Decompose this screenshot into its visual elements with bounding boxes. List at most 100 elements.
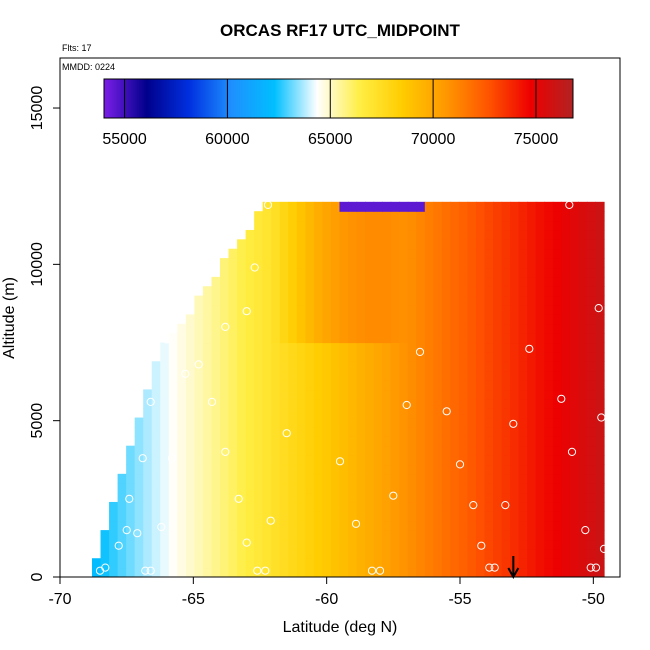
- heatmap-cell: [501, 511, 511, 522]
- heatmap-cell: [202, 408, 213, 419]
- heatmap-cell: [450, 464, 460, 475]
- heatmap-cell: [399, 548, 409, 559]
- heatmap-cell: [484, 314, 494, 325]
- heatmap-cell: [544, 370, 554, 381]
- heatmap-cell: [134, 492, 144, 503]
- heatmap-cell: [211, 473, 221, 484]
- heatmap-cell: [228, 511, 238, 522]
- heatmap-cell: [288, 211, 298, 222]
- heatmap-cell: [518, 229, 528, 240]
- heatmap-cell: [382, 492, 392, 503]
- heatmap-cell: [586, 501, 597, 512]
- heatmap-cell: [348, 473, 358, 484]
- heatmap-cell: [288, 276, 298, 287]
- heatmap-cell: [177, 520, 187, 531]
- heatmap-cell: [211, 276, 221, 287]
- heatmap-cell: [441, 220, 451, 231]
- sample-point: [597, 413, 606, 422]
- heatmap-cell: [433, 511, 443, 522]
- heatmap-cell: [535, 248, 545, 259]
- heatmap-cell: [254, 220, 264, 231]
- heatmap-cell: [296, 201, 306, 212]
- heatmap-cell: [262, 276, 272, 287]
- heatmap-cell: [339, 267, 349, 278]
- heatmap-cell: [296, 511, 306, 522]
- heatmap-cell: [382, 483, 392, 494]
- heatmap-cell: [313, 370, 323, 381]
- heatmap-cell: [535, 229, 545, 240]
- heatmap-cell: [262, 258, 272, 269]
- heatmap-cell: [228, 342, 238, 353]
- heatmap-cell: [433, 530, 443, 541]
- heatmap-cell: [177, 464, 187, 475]
- heatmap-cell: [501, 426, 511, 437]
- heatmap-cell: [476, 267, 486, 278]
- heatmap-cell: [416, 314, 426, 325]
- heatmap-cell: [569, 455, 579, 466]
- heatmap-cell: [407, 211, 417, 222]
- sample-point: [157, 522, 166, 532]
- heatmap-cell: [373, 511, 383, 522]
- heatmap-cell: [441, 530, 451, 541]
- heatmap-cell: [365, 426, 375, 437]
- heatmap-cell: [467, 295, 477, 306]
- heatmap-cell: [535, 314, 545, 325]
- sample-point: [389, 491, 398, 500]
- heatmap-cell: [313, 501, 323, 512]
- heatmap-cell: [245, 483, 255, 494]
- sample-point: [442, 407, 451, 416]
- heatmap-cell: [450, 201, 460, 212]
- heatmap-cell: [339, 389, 349, 400]
- heatmap-cell: [493, 201, 503, 212]
- heatmap-cell: [228, 276, 238, 287]
- heatmap-cell: [484, 417, 494, 428]
- heatmap-cell: [151, 398, 161, 409]
- heatmap-cell: [484, 492, 494, 503]
- heatmap-cell: [382, 520, 392, 531]
- heatmap-cell: [518, 370, 528, 381]
- heatmap-cell: [390, 408, 400, 419]
- heatmap-cell: [211, 436, 221, 447]
- heatmap-cell: [569, 520, 579, 531]
- heatmap-cell: [544, 417, 554, 428]
- heatmap-cell: [399, 267, 409, 278]
- heatmap-cell: [416, 398, 426, 409]
- heatmap-cell: [382, 530, 392, 541]
- heatmap-cell: [373, 445, 383, 456]
- heatmap-cell: [339, 361, 349, 372]
- heatmap-cell: [569, 417, 579, 428]
- heatmap-cell: [544, 220, 554, 231]
- heatmap-cell: [271, 501, 281, 512]
- heatmap-cell: [586, 436, 597, 447]
- heatmap-cell: [467, 408, 477, 419]
- heatmap-cell: [365, 361, 375, 372]
- heatmap-cell: [382, 380, 392, 391]
- heatmap-cell: [561, 276, 571, 287]
- heatmap-cell: [254, 314, 264, 325]
- heatmap-cell: [220, 408, 230, 419]
- heatmap-cell: [194, 473, 204, 484]
- heatmap-cell: [160, 548, 170, 559]
- heatmap-cell: [254, 286, 264, 297]
- heatmap-cell: [569, 370, 579, 381]
- heatmap-cell: [356, 304, 366, 315]
- x-axis-label: Latitude (deg N): [283, 619, 398, 636]
- heatmap-cell: [185, 342, 195, 353]
- heatmap-cell: [535, 473, 545, 484]
- heatmap-cell: [279, 567, 289, 577]
- heatmap-cell: [569, 239, 579, 250]
- heatmap-cell: [458, 304, 469, 315]
- heatmap-cell: [228, 380, 238, 391]
- heatmap-cell: [518, 511, 528, 522]
- heatmap-cell: [501, 483, 511, 494]
- heatmap-cell: [382, 389, 392, 400]
- heatmap-cell: [510, 511, 520, 522]
- heatmap-cell: [288, 483, 298, 494]
- heatmap-cell: [202, 398, 213, 409]
- heatmap-cell: [254, 520, 264, 531]
- heatmap-cell: [544, 267, 554, 278]
- heatmap-cell: [348, 201, 358, 212]
- heatmap-cell: [407, 530, 417, 541]
- heatmap-cell: [220, 464, 230, 475]
- heatmap-cell: [220, 483, 230, 494]
